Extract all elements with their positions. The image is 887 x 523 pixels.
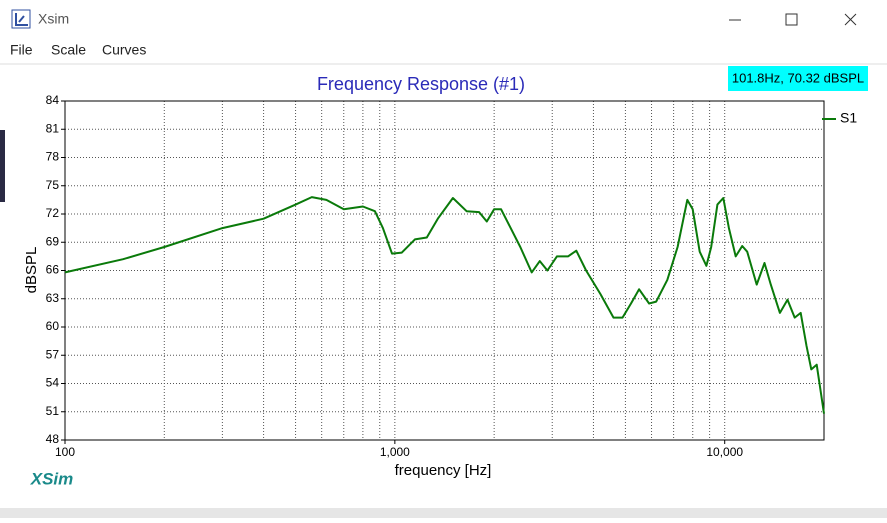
y-tick-label: 75 (46, 178, 60, 192)
icon-glyph (15, 13, 28, 26)
plot-frame (64, 100, 825, 441)
bottom-strip (0, 508, 887, 518)
y-tick-label: 57 (46, 347, 60, 361)
y-tick-label: 69 (46, 234, 60, 248)
y-tick-label: 63 (46, 291, 60, 305)
x-tick-label: 10,000 (706, 445, 743, 459)
x-tick-label: 100 (55, 445, 75, 459)
y-tick-label: 81 (46, 121, 60, 135)
readout: 101.8Hz, 70.32 dBSPL (732, 70, 864, 85)
x-tick-label: 1,000 (380, 445, 410, 459)
y-tick-label: 78 (46, 150, 60, 164)
menu-item[interactable]: Scale (51, 42, 86, 58)
menu-item[interactable]: Curves (102, 42, 146, 58)
y-tick-label: 66 (46, 263, 60, 277)
y-tick-label: 51 (46, 404, 60, 418)
x-axis-label: frequency [Hz] (395, 462, 492, 479)
menu-item[interactable]: File (10, 42, 33, 58)
y-tick-label: 54 (46, 376, 60, 390)
window-title: Xsim (38, 11, 69, 27)
close-button[interactable] (844, 13, 857, 26)
y-tick-label: 60 (46, 319, 60, 333)
chart-title: Frequency Response (#1) (317, 74, 525, 94)
y-tick-label: 48 (46, 432, 60, 446)
readout-box (728, 66, 868, 91)
series-line (64, 196, 825, 414)
maximize-button[interactable] (785, 13, 798, 26)
desktop-edge (0, 130, 5, 202)
legend-label: S1 (840, 110, 857, 126)
brand: XSim (30, 469, 74, 488)
y-tick-label: 84 (46, 93, 60, 107)
app-icon (11, 9, 31, 29)
y-axis-label: dBSPL (23, 247, 40, 294)
y-tick-label: 72 (46, 206, 60, 220)
